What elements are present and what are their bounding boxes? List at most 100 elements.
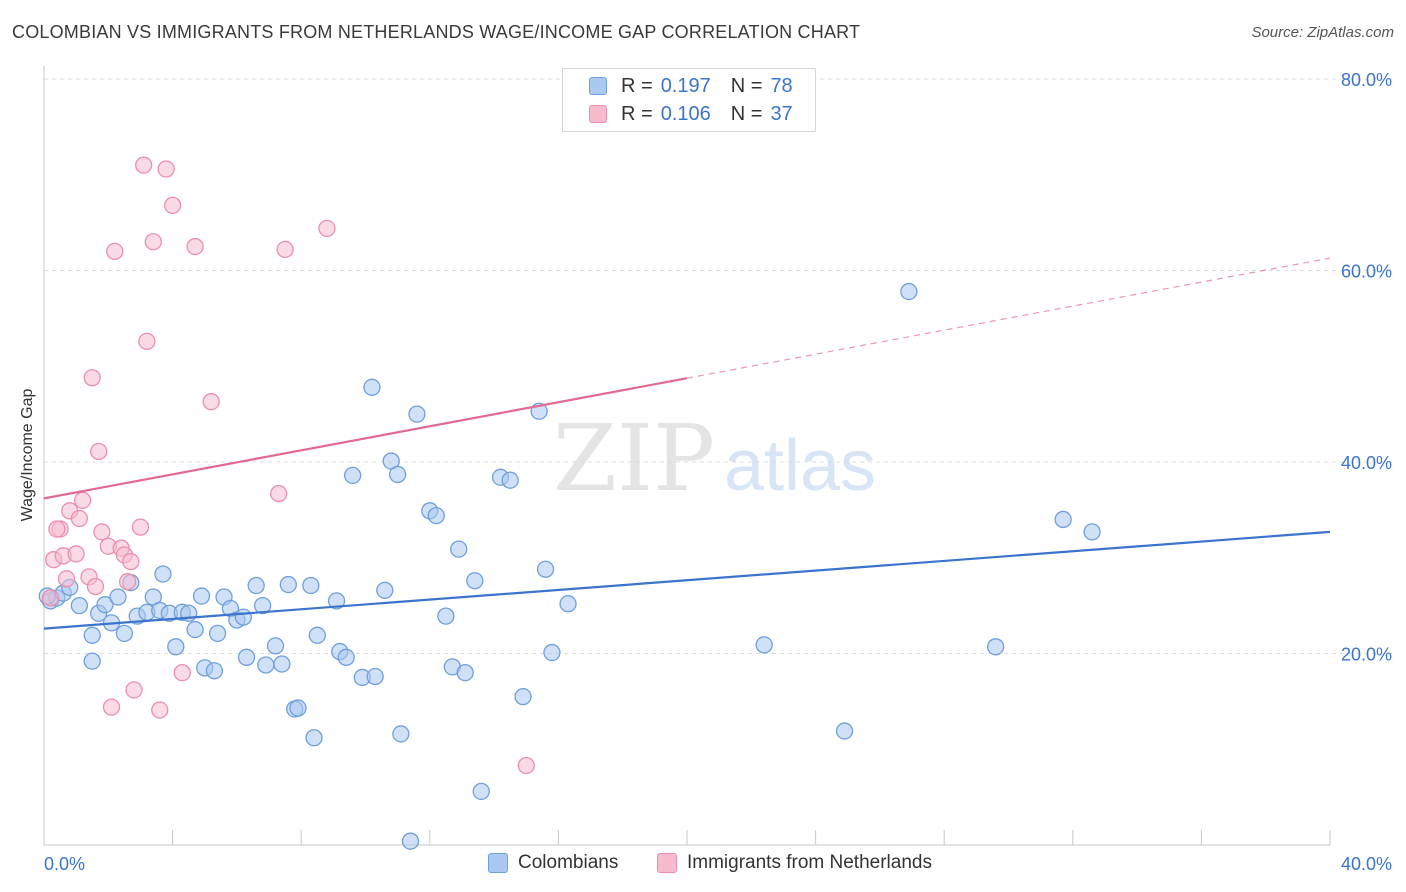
netherlands-point (118, 573, 137, 591)
netherlands-point (157, 160, 175, 178)
legend-n-value: 78 (770, 74, 793, 97)
legend-n-value: 37 (770, 102, 793, 125)
y-tick-label: 40.0% (1341, 453, 1392, 473)
colombian-point (986, 638, 1005, 656)
colombian-point (257, 656, 275, 674)
legend-swatch-pink (589, 105, 607, 123)
colombian-point (543, 643, 561, 662)
netherlands-point (93, 523, 111, 541)
colombian-point (192, 587, 211, 605)
netherlands-point (73, 491, 92, 509)
netherlands-point (90, 442, 108, 461)
colombian-point (363, 378, 381, 396)
x-tick-label: 0.0% (44, 854, 85, 874)
colombian-point (366, 667, 384, 686)
colombian-point (408, 405, 426, 423)
netherlands-point (48, 520, 66, 538)
trend-line-0 (43, 530, 1331, 630)
colombian-point (96, 596, 114, 614)
netherlands-point (517, 756, 535, 775)
colombian-point (337, 648, 355, 666)
legend-swatch-blue (589, 77, 607, 95)
colombian-point (466, 572, 484, 590)
legend-r-label: R = (621, 102, 653, 125)
y-tick-label: 60.0% (1341, 262, 1392, 282)
colombian-point (83, 626, 101, 644)
source-label: Source: ZipAtlas.com (1251, 24, 1394, 41)
legend-r-label: R = (621, 74, 653, 97)
y-tick-label: 80.0% (1341, 70, 1392, 90)
series-legend: Colombians Immigrants from Netherlands (0, 852, 1406, 878)
colombian-point (1083, 523, 1101, 541)
chart-title: COLOMBIAN VS IMMIGRANTS FROM NETHERLANDS… (12, 22, 861, 42)
legend-row-netherlands: R = 0.106 N = 37 (589, 101, 793, 127)
colombian-point (900, 282, 918, 301)
colombian-point (70, 596, 89, 615)
netherlands-point (102, 698, 121, 716)
trend-layer (43, 257, 1331, 630)
colombian-point (237, 648, 256, 666)
colombian-point (208, 624, 227, 643)
colombian-point (308, 626, 326, 644)
legend-label-colombians: Colombians (518, 852, 619, 873)
colombian-point (247, 576, 265, 595)
colombian-point (266, 637, 285, 655)
netherlands-point (125, 681, 143, 699)
netherlands-point (163, 196, 182, 215)
watermark-zip: ZIP (553, 405, 715, 512)
netherlands-point (57, 570, 76, 588)
netherlands-point (41, 589, 60, 607)
netherlands-point (318, 219, 336, 238)
legend-item-colombians[interactable]: Colombians (488, 852, 618, 874)
netherlands-point (270, 484, 288, 503)
grid-layer (44, 78, 1392, 654)
legend-item-netherlands[interactable]: Immigrants from Netherlands (657, 852, 932, 874)
watermark: ZIP atlas (553, 405, 876, 512)
colombian-point (401, 832, 420, 850)
netherlands-point (144, 233, 162, 251)
netherlands-point (67, 545, 85, 563)
colombian-point (327, 592, 346, 610)
colombian-point (109, 588, 127, 606)
colombian-point (1054, 510, 1072, 529)
colombian-point (388, 465, 407, 484)
axis-layer (43, 66, 1331, 846)
netherlands-point (138, 332, 156, 351)
colombian-point (234, 608, 252, 626)
colombian-point (167, 638, 185, 656)
netherlands-point (186, 237, 204, 256)
colombian-point (305, 729, 323, 747)
colombian-point (392, 725, 410, 743)
colombian-point (427, 506, 445, 525)
tick-label-layer: 20.0% 40.0% 60.0% 80.0% 0.0% 40.0% (44, 70, 1392, 874)
colombian-point (835, 722, 854, 740)
colombian-point (253, 596, 272, 615)
colombian-point (514, 687, 532, 706)
colombian-point (450, 540, 468, 558)
legend-swatch-netherlands (657, 853, 677, 873)
points-layer (38, 156, 1101, 850)
correlation-legend: R = 0.197 N = 78 R = 0.106 N = 37 (562, 68, 816, 132)
colombian-point (273, 655, 291, 673)
legend-swatch-colombians (488, 853, 508, 873)
colombian-point (536, 560, 555, 578)
colombian-point (205, 662, 224, 680)
netherlands-point (151, 701, 169, 719)
colombian-point (376, 581, 394, 599)
colombian-point (154, 565, 172, 583)
legend-r-value: 0.106 (660, 102, 711, 125)
netherlands-point (83, 369, 101, 387)
legend-r-value: 0.197 (660, 74, 711, 97)
trend-line-dashed-1 (686, 257, 1331, 379)
netherlands-point (202, 393, 220, 411)
netherlands-point (135, 156, 153, 174)
legend-n-label: N = (730, 102, 763, 125)
colombian-point (279, 575, 297, 594)
colombian-point (115, 624, 134, 643)
netherlands-point (276, 240, 294, 259)
colombian-point (83, 652, 101, 670)
legend-row-colombians: R = 0.197 N = 78 (589, 73, 793, 99)
colombian-point (186, 620, 204, 639)
colombian-point (559, 595, 577, 613)
